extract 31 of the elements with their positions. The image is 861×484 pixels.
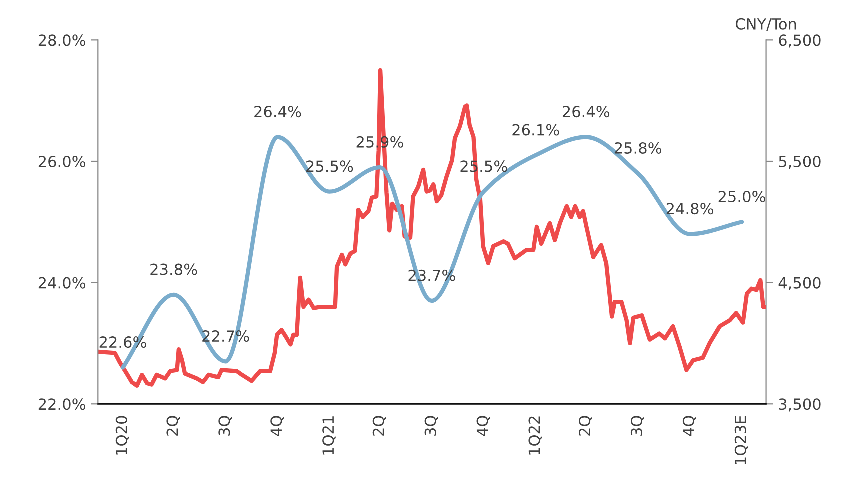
y2-tick-label: 4,500 <box>778 277 821 290</box>
y2-tick-label: 5,500 <box>779 156 821 170</box>
y-tick-label: 28.0% <box>38 34 86 46</box>
x-tick-label: 1Q22 <box>528 416 542 455</box>
y-tick-label: 26.0% <box>38 156 86 168</box>
data-label: 25.0% <box>718 190 766 203</box>
data-label: 23.8% <box>150 264 198 276</box>
x-tick-label: 1Q21 <box>322 416 336 455</box>
data-label: 25.8% <box>614 142 662 154</box>
data-label: 26.4% <box>254 106 302 118</box>
x-tick-label: 2Q <box>579 416 592 436</box>
x-tick-label: 2Q <box>372 416 386 436</box>
x-tick-label: 2Q <box>166 416 180 436</box>
x-tick-label: 3Q <box>630 416 644 436</box>
y-tick-label: 24.0% <box>38 277 86 289</box>
x-tick-label: 4Q <box>476 416 490 436</box>
data-label: 24.8% <box>666 203 714 215</box>
x-tick-label: 3Q <box>218 416 232 436</box>
x-tick-label: 4Q <box>270 416 284 436</box>
x-tick-label: 1Q23E <box>734 416 748 464</box>
y2-tick-label: 6,500 <box>779 34 821 48</box>
y2-tick-label: 3,500 <box>779 398 821 412</box>
y-tick-label: 22.0% <box>38 398 86 410</box>
y2-axis-title: CNY/Ton <box>736 18 796 32</box>
x-tick-label: 1Q20 <box>116 416 130 455</box>
x-tick-label: 4Q <box>682 416 696 436</box>
x-tick-label: 3Q <box>424 416 438 436</box>
data-label: 26.1% <box>512 124 560 136</box>
line-series <box>98 68 766 388</box>
data-label: 26.4% <box>562 106 610 118</box>
data-label: 25.5% <box>306 160 354 172</box>
